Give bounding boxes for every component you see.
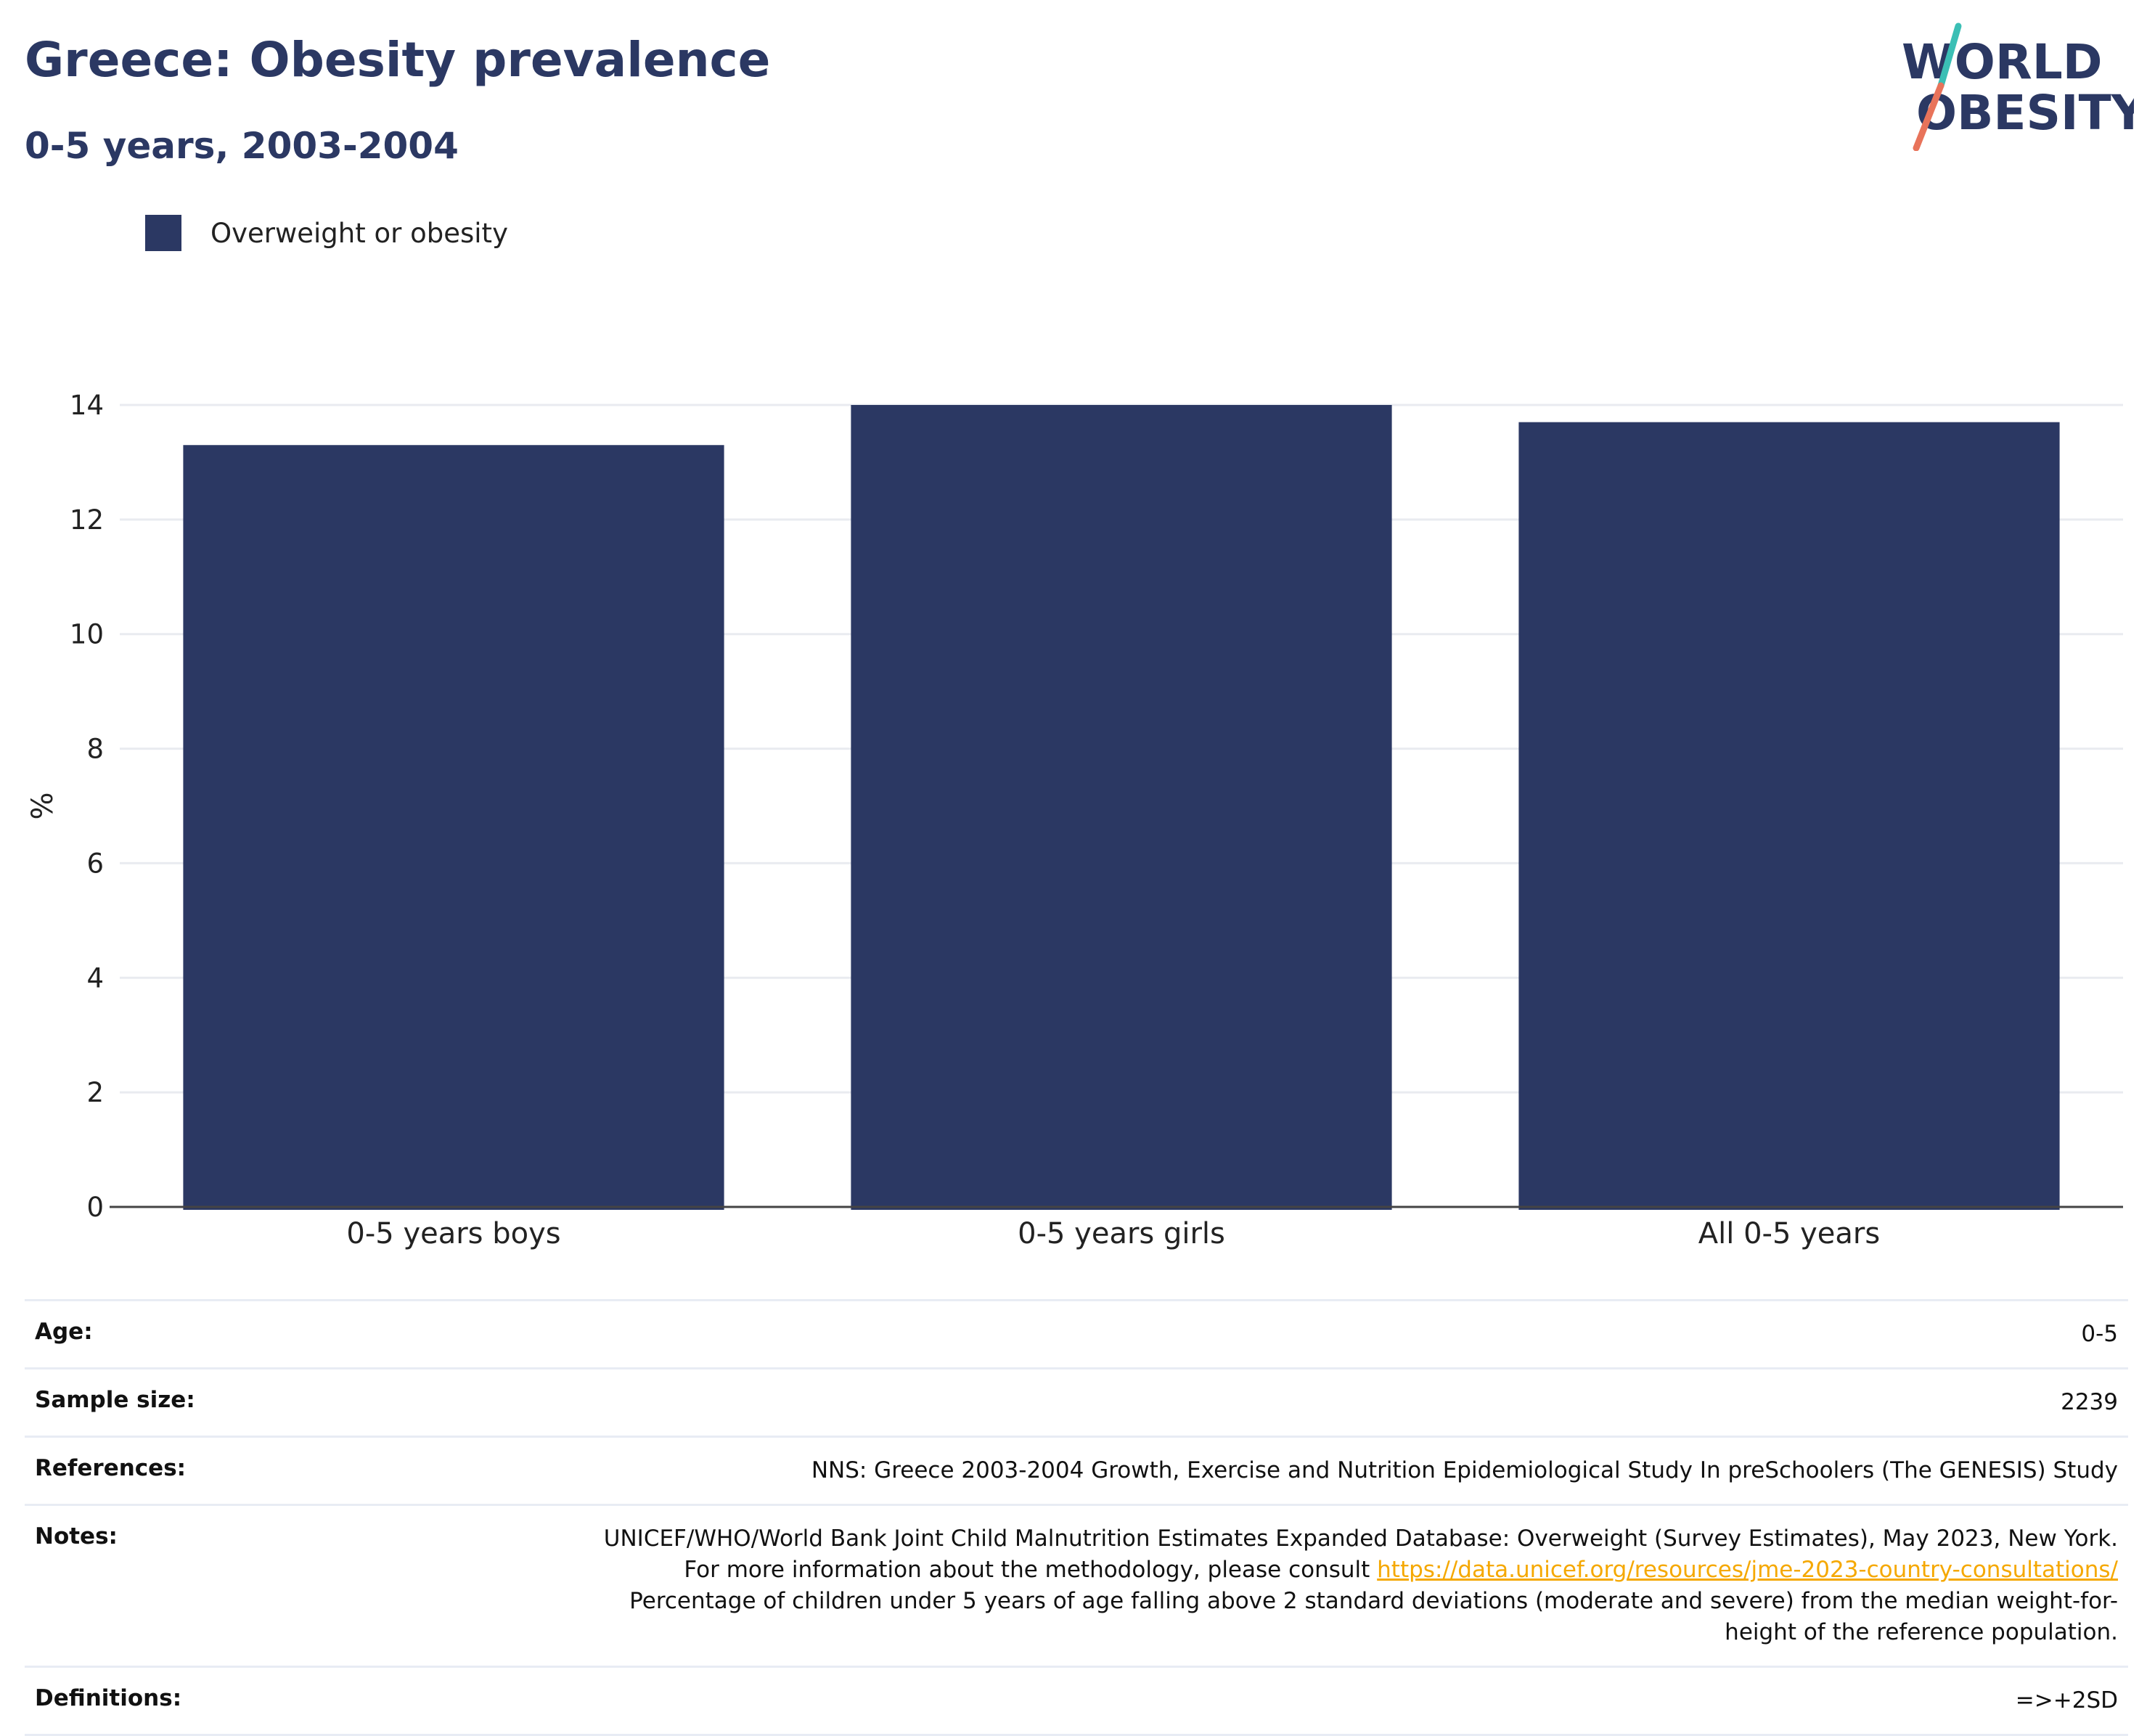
info-value-references: NNS: Greece 2003-2004 Growth, Exercise a…: [811, 1457, 2118, 1483]
y-tick-label: 4: [86, 962, 104, 994]
page-title: Greece: Obesity prevalence: [25, 32, 771, 88]
x-tick-label: 0-5 years girls: [1018, 1217, 1225, 1250]
info-row-sample-size: Sample size: 2239: [25, 1367, 2128, 1436]
page-subtitle: 0-5 years, 2003-2004: [25, 125, 459, 167]
legend-swatch: [145, 215, 181, 251]
info-row-references: References: NNS: Greece 2003-2004 Growth…: [25, 1436, 2128, 1504]
info-key-definitions: Definitions:: [35, 1685, 182, 1711]
legend-label: Overweight or obesity: [210, 217, 508, 249]
world-obesity-logo: WORLD OBESITY: [1902, 22, 2134, 151]
info-value-age: 0-5: [2081, 1321, 2118, 1347]
info-value-sample-size: 2239: [2061, 1389, 2118, 1415]
chart-legend: Overweight or obesity: [145, 215, 508, 251]
bar: [1518, 422, 2060, 1210]
y-tick-label: 14: [70, 390, 104, 421]
info-value-notes: UNICEF/WHO/World Bank Joint Child Malnut…: [594, 1523, 2118, 1648]
info-key-age: Age:: [35, 1319, 93, 1345]
logo-text-world: WORLD: [1902, 34, 2103, 90]
y-tick-label: 6: [86, 848, 104, 879]
y-tick-label: 2: [86, 1077, 104, 1108]
y-tick-label: 10: [70, 619, 104, 650]
info-key-references: References:: [35, 1455, 187, 1481]
bar: [183, 445, 724, 1210]
bar-chart: 0 2 4 6 8 10 12 14% 0-5 years boys 0-5 years girl…: [26, 390, 2123, 1250]
notes-text-after: Percentage of children under 5 years of …: [629, 1588, 2118, 1645]
y-tick-label: 8: [86, 734, 104, 765]
info-row-definitions: Definitions: =>+2SD: [25, 1666, 2128, 1736]
y-tick-label: 0: [86, 1192, 104, 1223]
x-tick-label: All 0-5 years: [1698, 1217, 1880, 1250]
notes-text-before: UNICEF/WHO/World Bank Joint Child Malnut…: [603, 1526, 2118, 1583]
info-row-notes: Notes: UNICEF/WHO/World Bank Joint Child…: [25, 1504, 2128, 1666]
logo-slash-red: [1913, 82, 1944, 151]
y-axis-label: %: [26, 792, 60, 819]
notes-paragraph: UNICEF/WHO/World Bank Joint Child Malnut…: [594, 1523, 2118, 1586]
info-table: Age: 0-5 Sample size: 2239 References: N…: [25, 1299, 2128, 1736]
y-tick-label: 12: [70, 504, 104, 536]
x-tick-label: 0-5 years boys: [346, 1217, 560, 1250]
info-key-sample-size: Sample size:: [35, 1387, 195, 1413]
info-value-definitions: =>+2SD: [2015, 1687, 2118, 1714]
notes-link[interactable]: https://data.unicef.org/resources/jme-20…: [1377, 1557, 2118, 1583]
info-row-age: Age: 0-5: [25, 1299, 2128, 1367]
info-key-notes: Notes:: [35, 1523, 118, 1549]
bar: [851, 405, 1392, 1210]
logo-text-obesity: OBESITY: [1916, 85, 2134, 141]
logo-slash-teal: [1937, 22, 1962, 89]
